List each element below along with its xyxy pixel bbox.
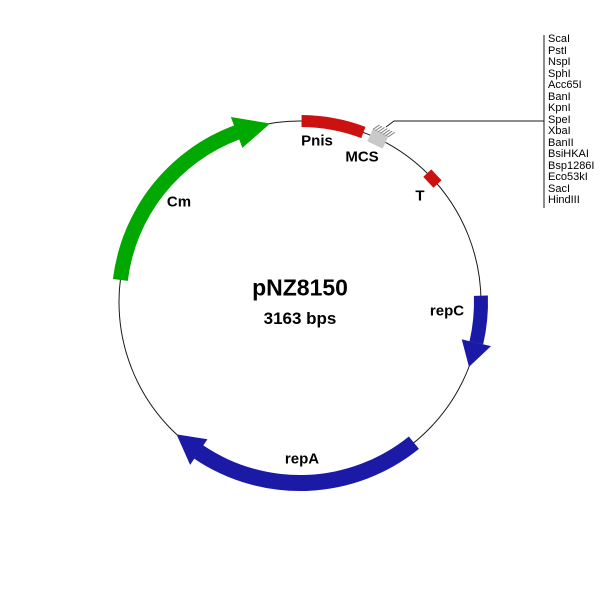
enzyme-item: SacI xyxy=(548,182,571,195)
enzyme-item: SphI xyxy=(548,67,571,80)
enzyme-item: XbaI xyxy=(548,125,571,137)
enzyme-item: BanI xyxy=(548,90,571,103)
restriction-site-list: ScaI PstI NspI SphI Acc65I BanI KpnI SpeI XbaI Ba… xyxy=(548,33,595,207)
enzyme-item: NspI xyxy=(548,56,571,68)
feature-label-cm: Cm xyxy=(166,193,192,211)
feature-repc-arrow xyxy=(461,295,491,367)
feature-mcs-box xyxy=(367,124,396,149)
enzyme-item: BsiHKAI xyxy=(548,148,589,160)
enzyme-item: ScaI xyxy=(548,33,571,45)
feature-repa-arrow xyxy=(176,434,419,492)
feature-label-repc: repC xyxy=(429,302,465,320)
enzyme-item: HindIII xyxy=(548,194,580,206)
feature-t-box xyxy=(423,169,442,188)
feature-label-pnis: Pnis xyxy=(301,132,333,150)
enzyme-item: Bsp1286I xyxy=(548,159,595,172)
feature-label-repa: repA xyxy=(284,450,320,468)
feature-pnis-band xyxy=(301,115,366,139)
feature-label-mcs: MCS xyxy=(345,148,379,166)
enzyme-item: Acc65I xyxy=(548,79,582,91)
enzyme-item: Eco53kI xyxy=(548,171,588,183)
enzyme-item: BanII xyxy=(548,136,574,149)
feature-cm-arrow xyxy=(112,117,271,281)
plasmid-size: 3163 bps xyxy=(263,309,337,328)
enzyme-item: KpnI xyxy=(548,102,571,114)
plasmid-name: pNZ8150 xyxy=(252,274,348,301)
feature-label-t: T xyxy=(415,187,425,205)
enzyme-item: SpeI xyxy=(548,113,571,126)
mcs-callout-line xyxy=(385,120,544,128)
enzyme-item: PstI xyxy=(548,44,567,57)
